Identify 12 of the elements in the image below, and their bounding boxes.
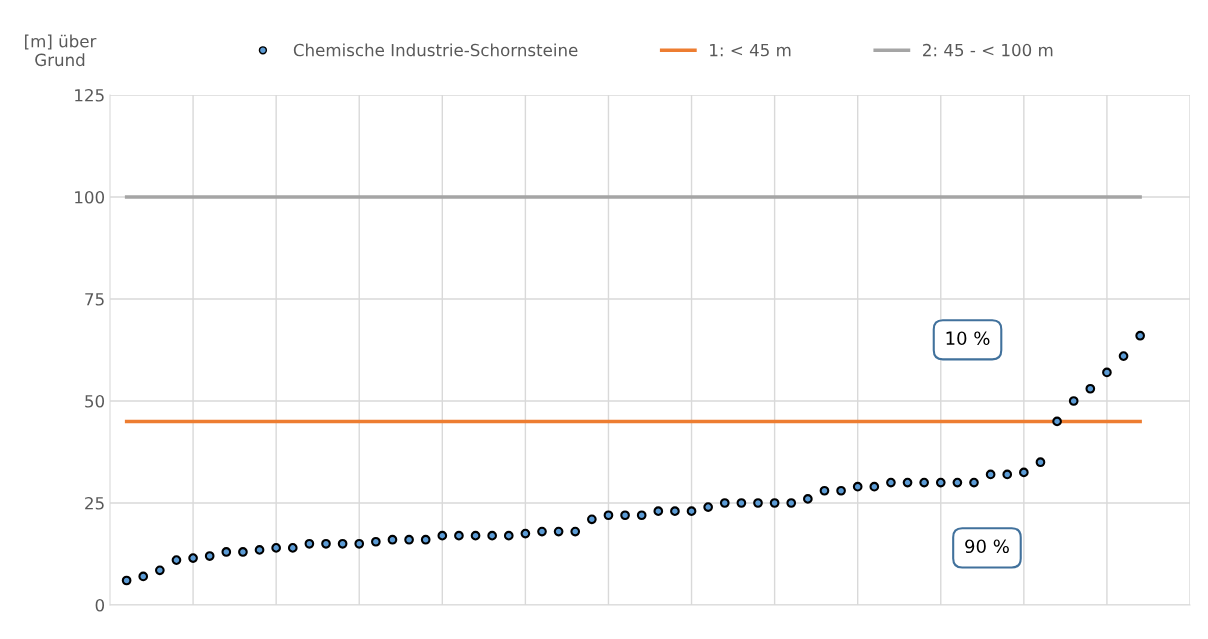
y-tick-label: 125 bbox=[75, 88, 104, 102]
y-tick-label: 50 bbox=[85, 394, 105, 408]
y-tick-label: 0 bbox=[95, 598, 105, 612]
legend-label: 1: < 45 m bbox=[710, 43, 791, 57]
y-tick-label: 75 bbox=[85, 293, 104, 306]
annotation: 10 % bbox=[946, 331, 990, 346]
y-axis-title: [m] über Grund bbox=[25, 34, 97, 67]
y-tick-label: 100 bbox=[75, 190, 105, 204]
annotation: 90 % bbox=[965, 539, 1009, 554]
legend-label: 2: 45 - < 100 m bbox=[923, 43, 1053, 57]
legend-label: Chemische Industrie-Schornsteine bbox=[293, 43, 578, 57]
y-tick-label: 25 bbox=[85, 496, 104, 510]
